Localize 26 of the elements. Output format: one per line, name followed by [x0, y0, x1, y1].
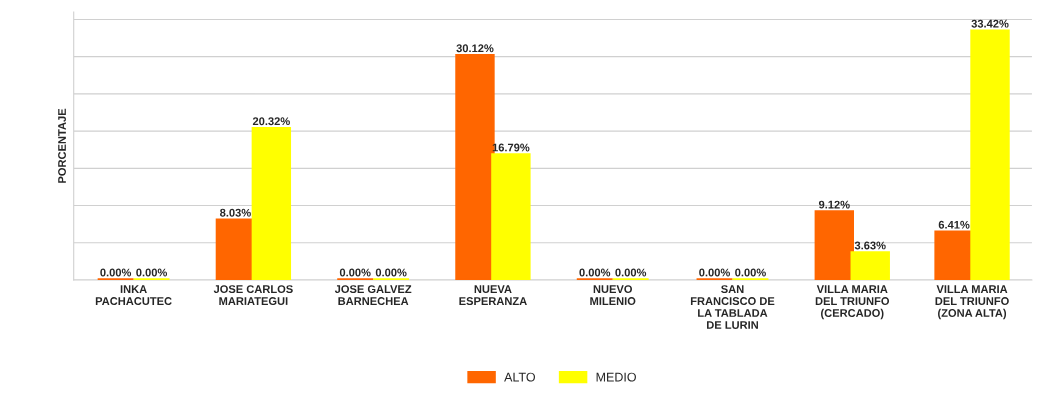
data-label: 33.42%	[971, 19, 1009, 28]
x-tick-label: VILLA MARIA DEL TRIUNFO (CERCADO)	[815, 285, 890, 320]
legend-label: MEDIO	[596, 372, 636, 382]
data-label: 8.03%	[220, 208, 251, 217]
y-axis-title: PORCENTAJE	[58, 108, 66, 183]
x-tick-label: INKA PACHACUTEC	[95, 285, 172, 305]
data-label: 0.00%	[339, 268, 371, 277]
data-label: 0.00%	[699, 268, 730, 277]
data-label: 0.00%	[100, 268, 132, 277]
data-label: 3.63%	[854, 241, 886, 250]
data-label: 30.12%	[456, 44, 494, 53]
data-label: 6.41%	[938, 220, 970, 229]
data-label: 0.00%	[136, 268, 168, 277]
x-tick-label: JOSE GALVEZ BARNECHEA	[334, 285, 412, 305]
x-tick-label: VILLA MARIA DEL TRIUNFO (ZONA ALTA)	[935, 285, 1009, 320]
data-label: 0.00%	[375, 268, 407, 277]
x-tick-label: NUEVA ESPERANZA	[459, 285, 527, 305]
x-tick-label: NUEVO MILENIO	[590, 285, 636, 305]
x-tick-label: JOSE CARLOS MARIATEGUI	[213, 285, 293, 305]
x-tick-label: SAN FRANCISCO DE LA TABLADA DE LURIN	[690, 285, 775, 329]
data-label: 0.00%	[615, 268, 647, 277]
data-label: 0.00%	[579, 268, 611, 277]
legend-label: ALTO	[504, 372, 535, 382]
data-label: 9.12%	[818, 200, 850, 209]
data-label: 20.32%	[252, 117, 290, 126]
data-label: 0.00%	[735, 268, 766, 277]
